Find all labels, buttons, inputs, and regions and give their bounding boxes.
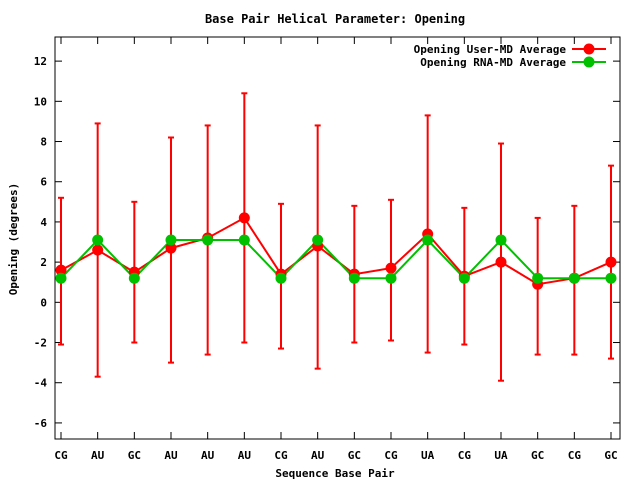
- legend-marker: [583, 56, 595, 68]
- data-point: [458, 272, 470, 284]
- x-tick-label: CG: [274, 449, 288, 462]
- y-tick-label: 8: [40, 136, 47, 149]
- data-point: [92, 234, 104, 246]
- y-tick-label: 10: [34, 95, 47, 108]
- data-point: [495, 256, 507, 268]
- legend-label: Opening RNA-MD Average: [420, 56, 566, 69]
- series-lines: [60, 216, 612, 286]
- data-point: [605, 256, 617, 268]
- data-point: [165, 234, 177, 246]
- data-point: [202, 234, 214, 246]
- data-point: [165, 242, 177, 254]
- legend-label: Opening User-MD Average: [414, 43, 567, 56]
- data-point: [55, 272, 67, 284]
- x-axis-label: Sequence Base Pair: [275, 467, 395, 480]
- y-tick-label: 4: [40, 216, 47, 229]
- series-line: [60, 216, 612, 286]
- y-tick-label: -4: [34, 377, 48, 390]
- error-bars: [58, 92, 614, 382]
- data-point: [532, 272, 544, 284]
- data-point: [238, 212, 250, 224]
- data-point: [128, 272, 140, 284]
- series-points: [55, 212, 617, 290]
- x-tick-label: CG: [458, 449, 472, 462]
- data-point: [348, 272, 360, 284]
- legend-marker: [583, 43, 595, 55]
- y-tick-label: -6: [34, 417, 48, 430]
- data-point: [568, 272, 580, 284]
- series-line: [60, 238, 611, 280]
- y-tick-label: 6: [40, 176, 47, 189]
- x-tick-label: GC: [348, 449, 361, 462]
- data-point: [495, 234, 507, 246]
- x-tick-label: AU: [91, 449, 105, 462]
- y-axis-label: Opening (degrees): [7, 183, 20, 296]
- data-point: [312, 234, 324, 246]
- data-point: [385, 272, 397, 284]
- data-point: [92, 244, 104, 256]
- x-tick-label: AU: [311, 449, 325, 462]
- data-point: [605, 272, 617, 284]
- y-tick-label: 0: [40, 296, 47, 309]
- x-tick-label: GC: [128, 449, 141, 462]
- x-tick-label: UA: [421, 449, 435, 462]
- x-tick-label: CG: [384, 449, 398, 462]
- x-tick-label: AU: [164, 449, 178, 462]
- x-tick-label: UA: [494, 449, 508, 462]
- x-tick-label: AU: [238, 449, 252, 462]
- y-tick-label: -2: [34, 337, 47, 350]
- x-tick-label: AU: [201, 449, 215, 462]
- y-tick-label: 2: [40, 256, 47, 269]
- chart-title: Base Pair Helical Parameter: Opening: [205, 12, 465, 26]
- data-point: [55, 264, 67, 276]
- x-tick-label: GC: [531, 449, 544, 462]
- plot-frame: [54, 36, 621, 440]
- x-tick-label: GC: [604, 449, 617, 462]
- data-point: [422, 234, 434, 246]
- data-point: [385, 262, 397, 274]
- x-tick-label: CG: [568, 449, 582, 462]
- y-tick-label: 12: [34, 55, 47, 68]
- x-tick-label: CG: [54, 449, 68, 462]
- data-point: [275, 272, 287, 284]
- axis-ticks: -6 -4 -2 0 2 4 6 8 10 12 CG AU GC AU AU AU CG AU GC CG UA CG U…: [34, 37, 620, 462]
- data-point: [238, 234, 250, 246]
